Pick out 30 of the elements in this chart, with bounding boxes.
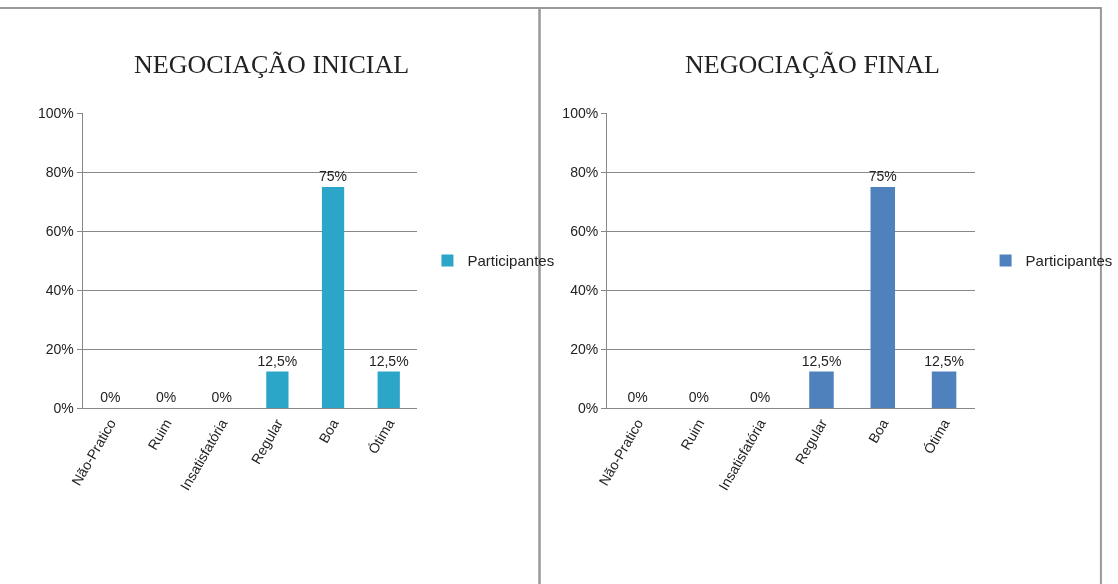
y-tick-label: 20%	[570, 341, 599, 358]
chart-title: NEGOCIAÇÃO INICIAL	[134, 50, 410, 79]
y-tick-label: 20%	[45, 341, 74, 358]
data-label: 0%	[627, 389, 648, 406]
y-tick-label: 40%	[45, 282, 74, 299]
data-label: 0%	[155, 389, 177, 406]
legend-label: Participantes	[467, 252, 555, 270]
data-label: 0%	[688, 389, 710, 406]
data-label: 12,5%	[368, 352, 409, 369]
y-tick-label: 100%	[37, 104, 74, 121]
chart-title: NEGOCIAÇÃO FINAL	[685, 50, 940, 79]
y-tick-label: 0%	[53, 400, 74, 417]
data-label: 75%	[868, 167, 897, 184]
x-tick-label: Boa	[315, 416, 342, 446]
y-tick-label: 80%	[570, 164, 599, 181]
legend-label: Participantes	[1025, 252, 1113, 270]
y-tick-label: 100%	[562, 104, 599, 121]
y-tick-label: 0%	[577, 400, 599, 417]
data-label: 12,5%	[801, 352, 842, 369]
data-label: 12,5%	[924, 352, 964, 369]
y-tick-label: 80%	[45, 164, 74, 181]
y-tick-label: 60%	[45, 223, 74, 240]
x-tick-label: Boa	[865, 416, 892, 446]
data-label: 12,5%	[257, 352, 298, 369]
data-label: 75%	[319, 167, 348, 184]
data-label: 0%	[750, 389, 771, 406]
y-tick-label: 40%	[570, 282, 599, 299]
data-label: 0%	[100, 389, 121, 406]
data-label: 0%	[211, 389, 232, 406]
y-tick-label: 60%	[570, 223, 599, 240]
